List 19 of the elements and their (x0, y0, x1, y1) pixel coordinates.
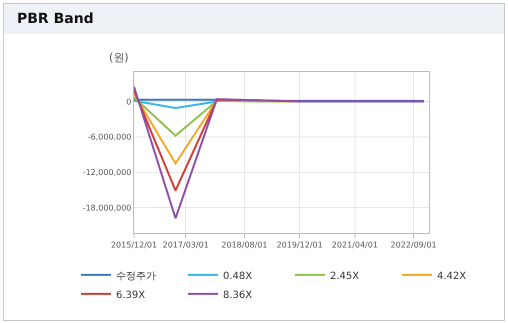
legend-label: 수정주가 (116, 270, 156, 282)
x-tick-label: 2018/08/01 (221, 240, 268, 250)
legend-label: 8.36X (223, 290, 252, 301)
x-tick-label: 2022/09/01 (390, 240, 437, 250)
y-tick-label: -12,000,000 (82, 168, 132, 178)
x-tick-label: 2017/03/01 (162, 240, 209, 250)
legend-label: 2.45X (330, 270, 360, 282)
chart-title: PBR Band (4, 4, 504, 34)
x-tick-label: 2019/12/01 (276, 240, 323, 250)
x-tick-label: 2015/12/01 (110, 240, 158, 250)
y-tick-label: 0 (126, 97, 132, 106)
y-tick-label: -6,000,000 (88, 132, 132, 142)
legend-label: 4.42X (437, 270, 466, 282)
y-axis-title: (원) (109, 51, 129, 64)
legend-label: 0.48X (223, 270, 252, 282)
legend-label: 6.39X (116, 290, 146, 301)
y-tick-label: -18,000,000 (82, 203, 132, 212)
line-series (134, 86, 425, 220)
x-tick-label: 2021/04/01 (332, 240, 378, 250)
